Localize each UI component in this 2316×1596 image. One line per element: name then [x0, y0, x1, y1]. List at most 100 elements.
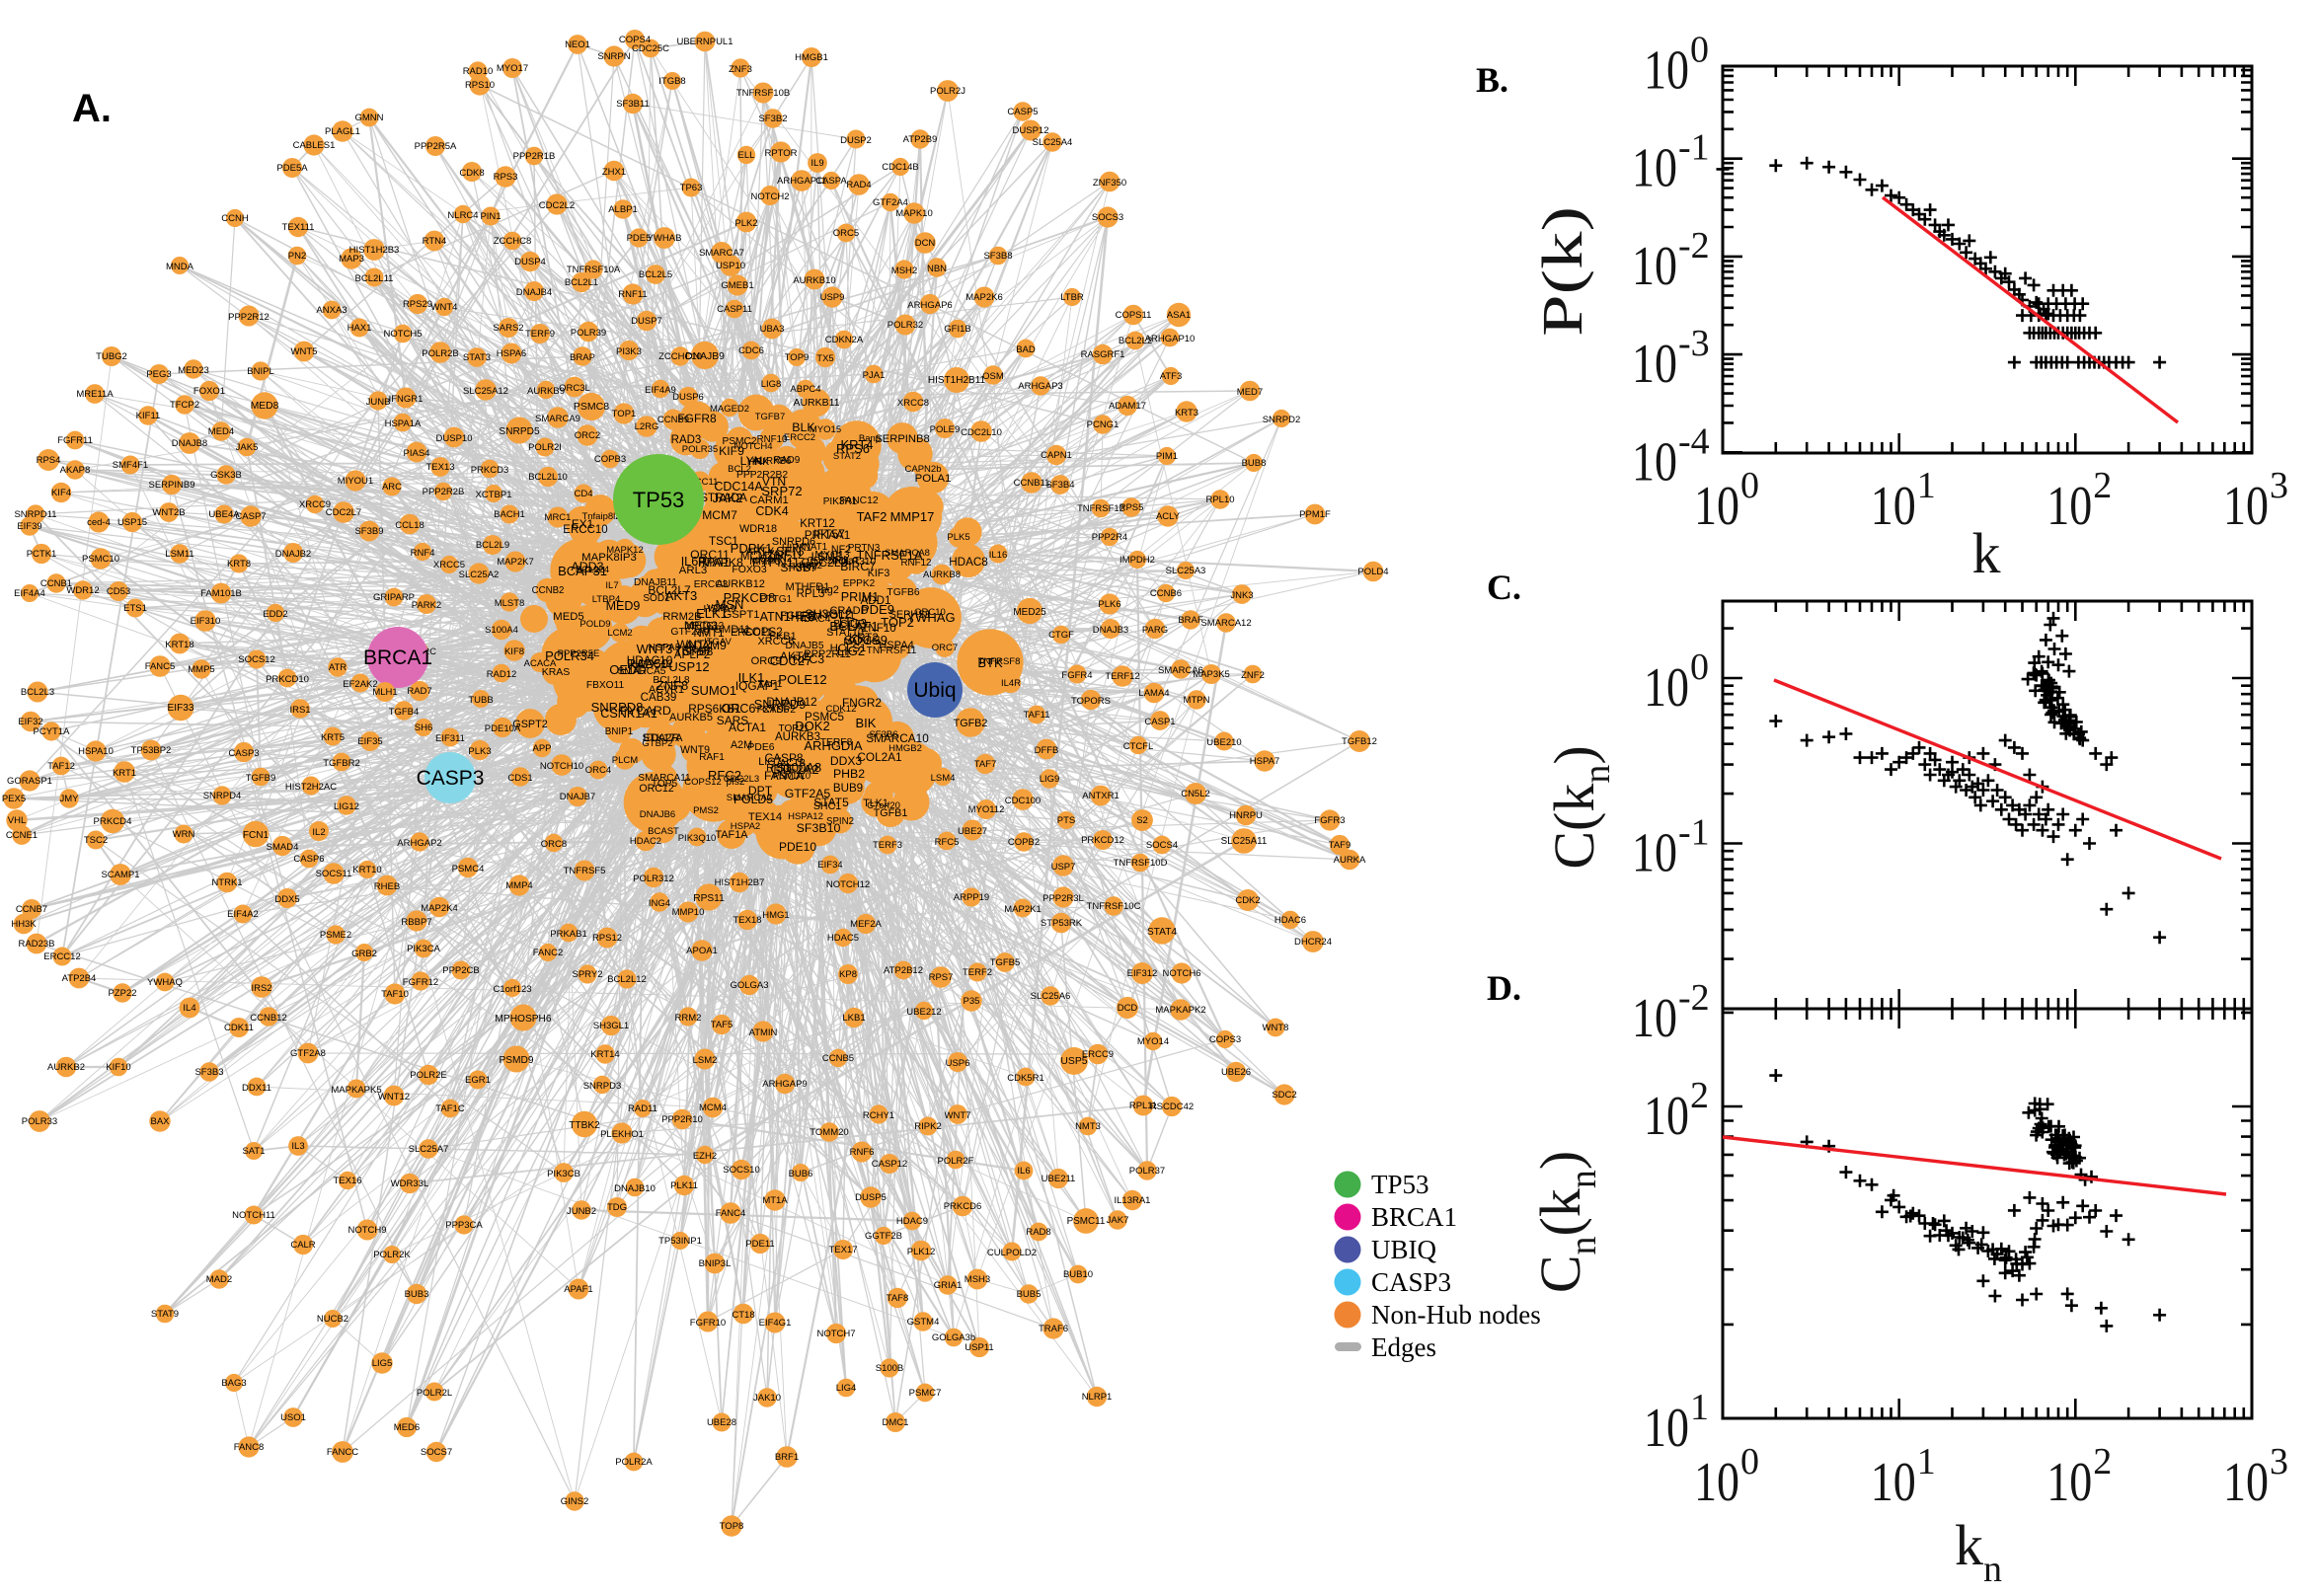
svg-text:CCNB12: CCNB12: [250, 1013, 287, 1024]
svg-text:DDX5: DDX5: [274, 894, 299, 905]
svg-text:APAF1: APAF1: [564, 1284, 592, 1295]
svg-text:ACACA: ACACA: [524, 658, 557, 669]
svg-text:BTK: BTK: [977, 655, 1003, 670]
svg-text:MCM10: MCM10: [740, 551, 780, 563]
svg-text:PSMC5: PSMC5: [805, 711, 844, 723]
svg-text:CCNH: CCNH: [221, 213, 249, 224]
svg-text:10: 10: [2223, 476, 2269, 537]
svg-text:CD4: CD4: [574, 489, 592, 499]
svg-text:PPP2R5A: PPP2R5A: [415, 141, 457, 152]
svg-text:PMS2: PMS2: [693, 805, 719, 816]
svg-text:SRP72: SRP72: [761, 484, 802, 498]
svg-text:BUB10: BUB10: [1063, 1269, 1093, 1280]
svg-text:HMGB2: HMGB2: [888, 743, 922, 754]
svg-text:ERCC11: ERCC11: [731, 627, 772, 639]
svg-text:DNAJB4: DNAJB4: [516, 287, 552, 298]
svg-text:MAPK8IP3: MAPK8IP3: [581, 552, 637, 564]
svg-text:RAF1: RAF1: [699, 752, 725, 763]
svg-text:BCL2L11: BCL2L11: [355, 273, 394, 284]
svg-text:PRKCD10: PRKCD10: [266, 674, 309, 685]
svg-text:PLK3: PLK3: [468, 746, 491, 757]
svg-text:HSPA2: HSPA2: [731, 821, 760, 832]
svg-text:NBN: NBN: [927, 264, 947, 274]
svg-text:MAP2K1: MAP2K1: [1004, 904, 1042, 915]
svg-text:EIF4G1: EIF4G1: [759, 1318, 792, 1329]
svg-text:SNRPN: SNRPN: [597, 51, 630, 62]
svg-text:ZNF3: ZNF3: [729, 64, 752, 75]
svg-text:TERF2: TERF2: [963, 967, 992, 978]
svg-text:PRKCD8: PRKCD8: [724, 590, 776, 605]
svg-text:BACH1: BACH1: [494, 509, 525, 520]
svg-text:POLE9: POLE9: [930, 424, 961, 435]
svg-text:ZCCHC10: ZCCHC10: [658, 351, 702, 362]
svg-text:YWHAG: YWHAG: [906, 610, 955, 625]
svg-text:CCNE1: CCNE1: [6, 830, 38, 841]
svg-text:SF3B10: SF3B10: [797, 821, 841, 835]
svg-text:ACLY: ACLY: [1156, 511, 1181, 522]
svg-text:POLR2J: POLR2J: [930, 86, 965, 97]
svg-text:BCCIP: BCCIP: [833, 619, 864, 630]
svg-text:PYCARD: PYCARD: [620, 704, 671, 718]
svg-text:TERF3: TERF3: [873, 840, 902, 851]
svg-text:NUCB2: NUCB2: [317, 1314, 348, 1325]
svg-text:MAP3: MAP3: [339, 254, 364, 265]
svg-text:TGFB6: TGFB6: [887, 587, 919, 598]
svg-text:RCHY1: RCHY1: [863, 1110, 894, 1121]
svg-text:TEX16: TEX16: [333, 1176, 361, 1186]
svg-text:TERF9: TERF9: [525, 329, 555, 340]
svg-text:10: 10: [1632, 988, 1677, 1049]
svg-text:SNRPD6: SNRPD6: [772, 536, 815, 548]
svg-text:GFI1B: GFI1B: [944, 324, 970, 335]
svg-text:IL7: IL7: [605, 580, 618, 591]
svg-text:COPS12: COPS12: [684, 777, 722, 788]
svg-text:KRT4: KRT4: [841, 437, 874, 452]
svg-text:PRKCD3: PRKCD3: [471, 465, 509, 476]
svg-text:CRADD: CRADD: [829, 605, 868, 617]
svg-text:ATMIN: ATMIN: [749, 1027, 778, 1038]
svg-text:EIF310: EIF310: [191, 616, 221, 627]
svg-text:ARHGAP9: ARHGAP9: [762, 1079, 807, 1090]
svg-text:XRCC6: XRCC6: [758, 636, 795, 647]
svg-text:TGFB12: TGFB12: [1342, 736, 1377, 747]
svg-text:XRCC12: XRCC12: [686, 621, 724, 632]
svg-text:1: 1: [1690, 1387, 1709, 1428]
svg-text:S100A8: S100A8: [776, 760, 821, 775]
svg-text:RAD10: RAD10: [463, 66, 494, 77]
svg-text:IQGAP1: IQGAP1: [735, 679, 780, 693]
svg-text:0: 0: [1740, 1441, 1759, 1482]
svg-text:BCL2L9: BCL2L9: [476, 540, 509, 551]
svg-text:ANXA3: ANXA3: [316, 305, 347, 316]
svg-text:RFC3: RFC3: [793, 652, 824, 666]
svg-text:DDX3: DDX3: [830, 754, 863, 768]
svg-text:TGFB1: TGFB1: [874, 807, 908, 819]
svg-text:TP63: TP63: [680, 183, 703, 193]
svg-text:DHCR24: DHCR24: [1294, 937, 1332, 948]
svg-text:10: 10: [1632, 236, 1677, 297]
svg-text:1: 1: [1917, 1441, 1936, 1482]
svg-text:RPS5: RPS5: [1119, 502, 1144, 513]
svg-text:CASPA: CASPA: [815, 176, 847, 187]
svg-text:FOXO3: FOXO3: [732, 565, 766, 575]
svg-text:JAK2: JAK2: [712, 491, 742, 505]
svg-text:CSNK1A1: CSNK1A1: [600, 707, 656, 721]
svg-text:ARL3: ARL3: [679, 565, 708, 576]
svg-text:HDAC6: HDAC6: [1274, 915, 1306, 926]
svg-text:AURKB5: AURKB5: [669, 712, 713, 723]
svg-text:CDC14A: CDC14A: [714, 480, 763, 494]
svg-text:TOP9: TOP9: [785, 352, 810, 363]
svg-text:RNF12: RNF12: [900, 558, 931, 569]
svg-text:UBE4A: UBE4A: [208, 509, 240, 520]
svg-text:TOP2: TOP2: [881, 615, 914, 630]
svg-text:TAF1A: TAF1A: [715, 829, 748, 841]
svg-text:TGFB4: TGFB4: [389, 707, 420, 718]
svg-text:ORC8: ORC8: [541, 839, 567, 850]
svg-text:CALR: CALR: [290, 1240, 315, 1251]
svg-text:PRKCD4: PRKCD4: [94, 816, 133, 827]
svg-text:LSM4: LSM4: [931, 773, 956, 784]
svg-text:DNAJB12: DNAJB12: [766, 696, 816, 709]
svg-text:SOCS4: SOCS4: [1146, 840, 1178, 851]
svg-text:BCL2L5: BCL2L5: [639, 269, 672, 280]
svg-text:CDK12: CDK12: [826, 704, 857, 715]
svg-text:EIF33: EIF33: [168, 703, 194, 714]
svg-text:TGFB9: TGFB9: [246, 773, 276, 784]
